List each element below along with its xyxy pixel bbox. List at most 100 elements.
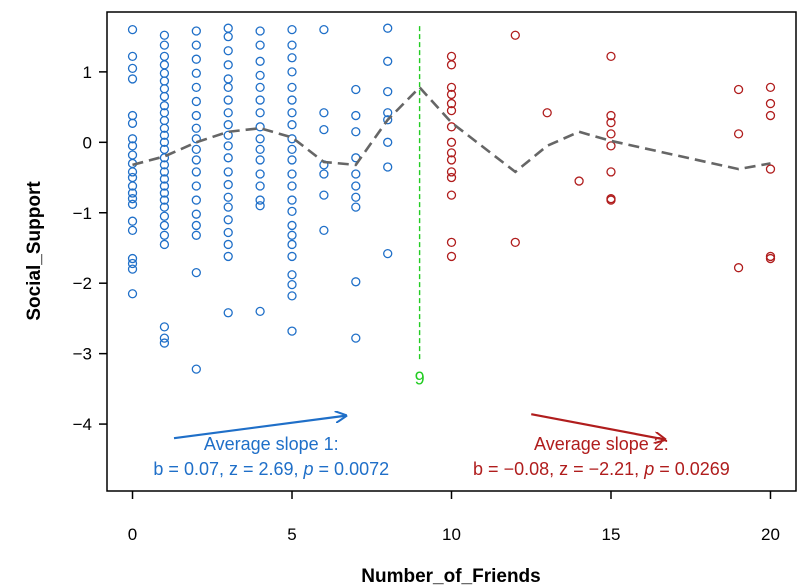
x-tick-label: 20 (761, 525, 780, 544)
data-point-right (446, 137, 457, 147)
data-point-left (319, 24, 329, 35)
data-point-left (159, 91, 170, 102)
data-point-left (319, 190, 329, 200)
data-point-left (255, 56, 265, 66)
data-point-left (223, 74, 233, 84)
data-point-left (287, 108, 297, 118)
data-point-left (127, 253, 138, 264)
data-point-left (351, 181, 361, 191)
data-point-left (191, 181, 201, 191)
data-point-right (446, 89, 457, 100)
data-point-left (319, 169, 329, 179)
data-point-left (191, 26, 201, 36)
data-point-left (287, 279, 297, 290)
data-point-left (159, 76, 170, 86)
axes: 0 5 10 15 20 −4 −3 −2 −1 0 1 (73, 63, 780, 544)
data-point-left (127, 51, 138, 62)
data-point-left (159, 130, 170, 140)
data-point-left (159, 202, 170, 212)
data-point-right (446, 82, 457, 93)
slope-arrow-right (531, 413, 665, 439)
data-point-left (287, 40, 297, 50)
data-point-right (765, 253, 776, 264)
data-point-left (223, 153, 233, 163)
data-point-left (159, 220, 170, 231)
data-point-left (383, 86, 393, 97)
data-point-right (765, 98, 776, 109)
data-point-right (446, 51, 457, 62)
data-point-left (159, 101, 170, 111)
data-point-right (574, 176, 584, 186)
data-point-left (191, 40, 201, 50)
data-point-left (223, 308, 233, 318)
data-point-right (510, 237, 520, 247)
data-point-left (127, 110, 138, 121)
data-point-left (191, 209, 201, 219)
data-point-left (127, 225, 138, 236)
data-point-left (383, 137, 393, 147)
data-point-left (351, 110, 361, 121)
data-point-left (287, 24, 297, 35)
data-point-left (159, 153, 170, 163)
data-point-left (191, 123, 201, 133)
data-point-left (159, 322, 170, 332)
data-point-left (287, 270, 297, 280)
data-point-left (223, 108, 233, 118)
y-tick-label: 0 (83, 133, 92, 152)
data-point-left (287, 155, 297, 165)
data-point-left (383, 56, 393, 66)
data-point-right (446, 172, 457, 183)
data-point-left (127, 264, 138, 274)
data-point-left (287, 251, 297, 262)
data-point-left (191, 68, 201, 78)
data-point-left (127, 188, 138, 198)
data-point-left (255, 26, 265, 36)
data-point-left (159, 40, 170, 50)
data-point-left (255, 108, 265, 118)
data-point-left (159, 333, 170, 343)
data-point-left (287, 291, 297, 301)
data-point-left (159, 84, 170, 94)
data-point-left (223, 130, 233, 140)
data-point-left (351, 127, 361, 137)
x-tick-label: 10 (442, 525, 461, 544)
data-point-left (287, 195, 297, 205)
data-point-left (351, 192, 361, 202)
data-point-right (606, 117, 616, 128)
data-point-left (255, 144, 265, 155)
data-point-left (351, 169, 361, 179)
data-point-left (159, 167, 170, 177)
data-point-right (446, 98, 457, 109)
x-tick-label: 0 (128, 525, 137, 544)
data-point-left (287, 120, 297, 130)
data-point-left (223, 141, 233, 151)
data-point-left (223, 192, 233, 202)
data-point-left (255, 181, 265, 191)
data-point-left (383, 115, 393, 125)
data-point-right (765, 82, 776, 93)
data-point-left (127, 289, 138, 299)
data-point-right (446, 237, 457, 247)
data-point-left (223, 227, 233, 238)
data-point-left (223, 251, 233, 262)
data-point-left (287, 239, 297, 250)
data-point-left (191, 167, 201, 177)
data-point-left (255, 40, 265, 50)
data-point-left (191, 220, 201, 231)
data-point-left (223, 167, 233, 177)
data-point-left (127, 24, 138, 35)
data-point-right (606, 167, 616, 177)
data-point-left (159, 115, 170, 126)
data-point-left (255, 306, 265, 317)
data-point-left (287, 95, 297, 105)
data-point-left (351, 84, 361, 95)
data-point-left (287, 220, 297, 231)
data-point-left (127, 167, 138, 177)
data-point-left (223, 32, 233, 42)
data-point-left (159, 30, 170, 40)
data-point-left (159, 211, 170, 221)
data-point-left (255, 201, 265, 211)
data-point-left (191, 195, 201, 205)
data-point-left (159, 174, 170, 184)
data-point-left (127, 150, 138, 160)
